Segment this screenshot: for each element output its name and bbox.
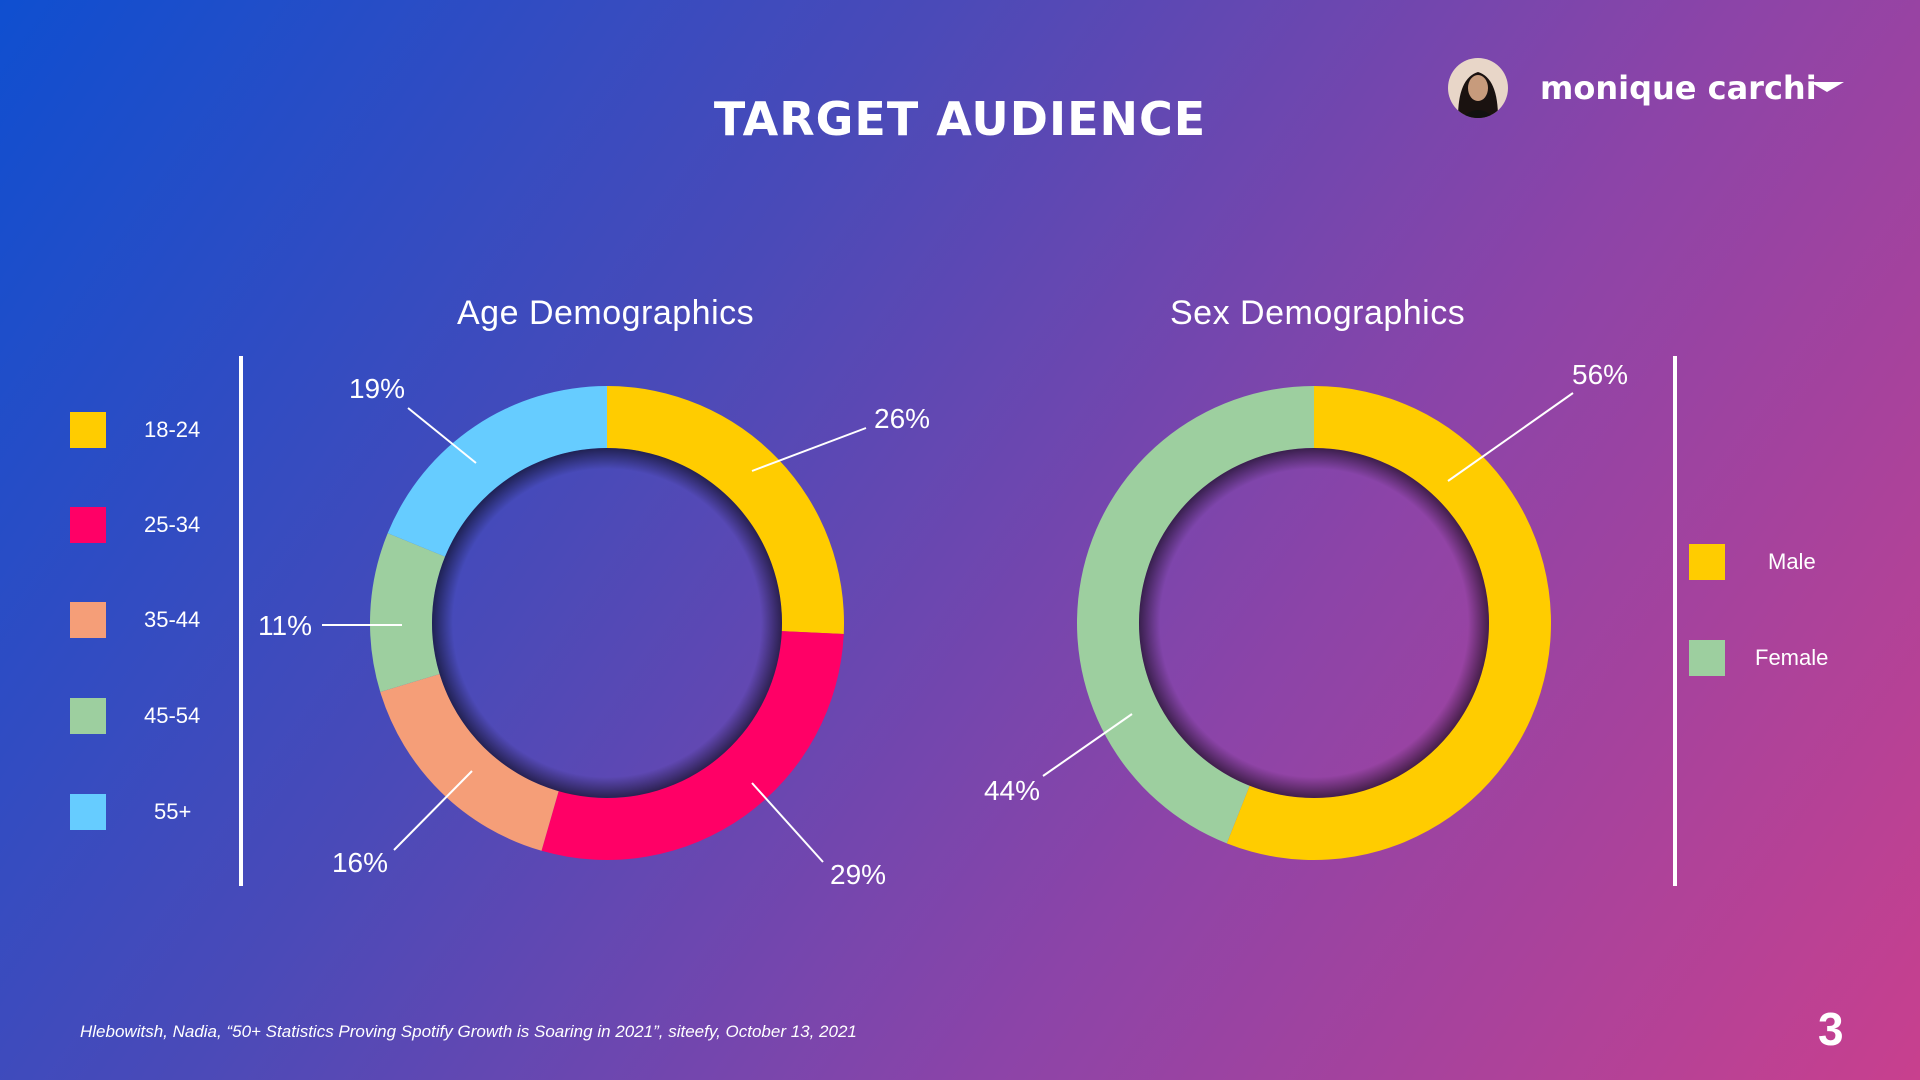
legend-label: Female	[1755, 645, 1829, 670]
page-title: TARGET AUDIENCE	[713, 92, 1207, 146]
legend-swatch	[70, 794, 106, 830]
legend-label: 55+	[154, 799, 192, 824]
legend-item-25-34: 25-34	[70, 507, 200, 543]
age-data-label: 11%	[258, 610, 312, 641]
age-slice-18-24	[607, 386, 844, 635]
chevron-down-icon[interactable]	[1810, 78, 1844, 96]
age-data-label: 16%	[332, 847, 388, 878]
sex-slice-Female	[1076, 386, 1314, 844]
legend-item-45-54: 45-54	[70, 698, 200, 734]
age-leader-line	[751, 427, 867, 472]
legend-label: 45-54	[144, 703, 201, 728]
age-leader-line	[393, 770, 473, 851]
legend-item-55-plus: 55+	[70, 794, 191, 830]
age-slice-45-54	[370, 533, 446, 693]
legend-item-male: Male	[1689, 544, 1816, 580]
age-donut-hole	[432, 448, 782, 798]
age-leader-line	[407, 407, 477, 464]
avatar[interactable]	[1448, 58, 1508, 118]
legend-item-female: Female	[1689, 640, 1828, 676]
legend-label: 25-34	[144, 512, 201, 537]
sex-legend-divider	[1673, 356, 1677, 886]
legend-swatch	[1689, 640, 1725, 676]
sex-chart-title: Sex Demographics	[1170, 294, 1466, 332]
age-slice-55+	[387, 386, 607, 557]
page-number: 3	[1818, 1003, 1844, 1055]
age-data-label: 26%	[874, 403, 930, 434]
sex-slice-Male	[1226, 386, 1551, 860]
age-slice-25-34	[541, 631, 844, 860]
legend-label: Male	[1768, 549, 1816, 574]
legend-item-35-44: 35-44	[70, 602, 200, 638]
legend-swatch	[70, 602, 106, 638]
legend-label: 18-24	[144, 417, 201, 442]
age-chart-title: Age Demographics	[457, 294, 755, 332]
sex-donut-hole	[1139, 448, 1489, 798]
citation: Hlebowitsh, Nadia, “50+ Statistics Provi…	[80, 1022, 857, 1041]
sex-data-label: 44%	[984, 775, 1040, 806]
sex-leader-line	[1042, 713, 1133, 777]
legend-swatch	[70, 412, 106, 448]
user-menu[interactable]: monique carchi	[1448, 58, 1817, 118]
legend-label: 35-44	[144, 607, 201, 632]
sex-leader-line	[1447, 392, 1574, 482]
age-slice-35-44	[380, 673, 559, 851]
legend-swatch	[1689, 544, 1725, 580]
age-legend-divider	[239, 356, 243, 886]
user-name[interactable]: monique carchi	[1540, 69, 1817, 107]
legend-swatch	[70, 507, 106, 543]
sex-data-label: 56%	[1572, 359, 1628, 390]
age-data-label: 29%	[830, 859, 886, 890]
age-data-label: 19%	[349, 373, 405, 404]
age-leader-line	[751, 782, 824, 863]
legend-swatch	[70, 698, 106, 734]
legend-item-18-24: 18-24	[70, 412, 200, 448]
